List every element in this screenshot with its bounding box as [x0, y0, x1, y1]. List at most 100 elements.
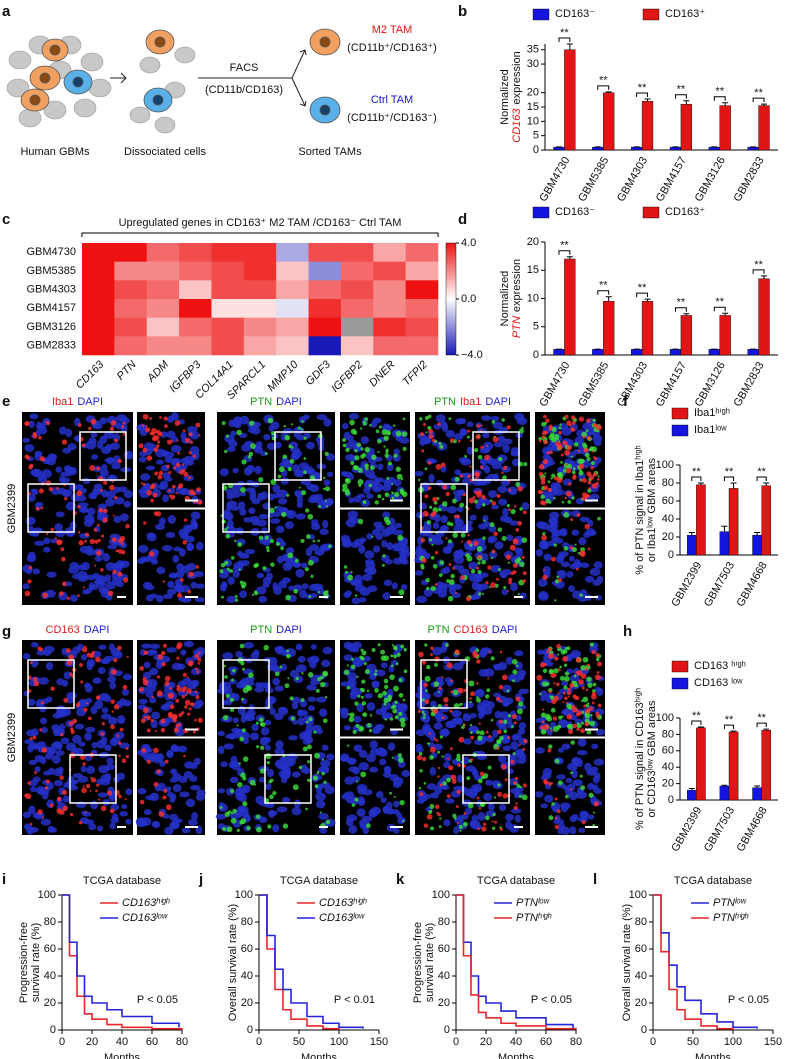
signal: [145, 427, 151, 433]
signal: [377, 494, 382, 499]
signal: [246, 825, 251, 831]
nucleus: [363, 480, 373, 490]
signal: [596, 477, 600, 481]
heat-cell: [146, 261, 180, 281]
signal: [421, 698, 425, 702]
signal: [425, 586, 430, 591]
signal: [568, 706, 572, 710]
error-bar: [722, 312, 729, 316]
signal: [503, 586, 507, 590]
signal: [450, 679, 453, 682]
legend-label: PTNˡᵒʷ: [516, 897, 550, 909]
nucleus: [295, 643, 303, 651]
nucleus: [276, 489, 288, 498]
signal: [477, 735, 483, 741]
nucleus: [374, 482, 384, 492]
signal: [149, 416, 153, 420]
nucleus: [138, 488, 147, 494]
signal: [454, 649, 460, 655]
nucleus: [162, 494, 169, 503]
signal: [522, 510, 527, 515]
signal: [419, 792, 424, 797]
signal: [476, 566, 480, 570]
nucleus: [98, 644, 107, 650]
y-tick-label: 20: [527, 87, 539, 99]
signal: [103, 480, 108, 485]
channel-name: DAPI: [276, 396, 302, 408]
signal: [366, 723, 372, 728]
signal: [160, 718, 166, 724]
signal: [146, 728, 151, 733]
signal: [492, 813, 496, 817]
signal: [433, 681, 440, 687]
signal: [515, 802, 518, 805]
nucleus: [103, 431, 115, 439]
nucleus: [466, 421, 474, 428]
signal: [513, 505, 517, 508]
bar: [686, 535, 697, 556]
signal: [478, 722, 481, 725]
signal: [551, 802, 555, 806]
nucleus: [24, 443, 35, 452]
signal: [510, 508, 516, 515]
signal: [221, 595, 224, 599]
nucleus: [492, 421, 503, 430]
signal: [430, 646, 434, 651]
signal: [122, 421, 126, 425]
signal: [348, 716, 355, 723]
signal: [480, 465, 484, 469]
bar: [686, 789, 697, 801]
bar: [747, 349, 759, 356]
nucleus: [535, 791, 544, 798]
signal: [564, 675, 570, 682]
bar: [592, 349, 604, 356]
nucleus: [157, 782, 166, 792]
signal: [50, 527, 54, 532]
nucleus: [282, 562, 293, 571]
y-tick-label: 10: [527, 115, 539, 127]
signal: [50, 686, 55, 691]
nucleus: [123, 500, 131, 508]
nucleus: [356, 808, 366, 817]
signal: [456, 753, 461, 758]
nucleus: [163, 476, 173, 482]
signal: [114, 789, 120, 796]
nucleus: [123, 450, 133, 458]
nucleus: [46, 571, 57, 578]
heat-cell: [146, 317, 180, 337]
nucleus: [512, 733, 522, 741]
error-bar: [761, 103, 768, 106]
nucleus: [170, 411, 179, 421]
nucleus: [499, 570, 507, 578]
bar: [553, 349, 565, 356]
signal: [579, 593, 583, 597]
nucleus: [463, 738, 472, 745]
signal: [260, 722, 266, 727]
nucleus: [382, 712, 394, 720]
signal: [361, 650, 367, 656]
signal: [579, 469, 582, 473]
signal: [540, 500, 545, 505]
signal: [37, 809, 43, 815]
signal: [318, 505, 322, 509]
nucleus: [265, 783, 272, 791]
signal: [123, 577, 129, 583]
signal: [270, 778, 274, 783]
nucleus: [561, 680, 569, 687]
signal: [384, 492, 390, 498]
panel-letter: k: [396, 871, 405, 888]
signal: [95, 789, 98, 793]
signal: [428, 732, 431, 735]
signal: [398, 692, 404, 698]
y-tick-label: 20: [635, 997, 647, 1009]
heat-cell: [114, 317, 148, 337]
nucleus: [414, 570, 424, 576]
signal: [84, 811, 87, 814]
signal: [548, 652, 554, 659]
nucleus: [187, 818, 198, 826]
signal: [432, 707, 439, 714]
signal: [114, 438, 118, 443]
signal: [96, 466, 101, 471]
nucleus: [249, 732, 260, 741]
signal: [374, 669, 378, 673]
